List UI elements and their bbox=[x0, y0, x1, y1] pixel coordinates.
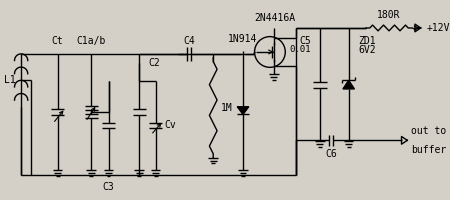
Polygon shape bbox=[237, 107, 249, 114]
Text: C2: C2 bbox=[148, 58, 160, 68]
Text: C5: C5 bbox=[299, 36, 311, 46]
Text: out to: out to bbox=[411, 126, 446, 136]
Text: 0.01: 0.01 bbox=[290, 45, 311, 54]
Text: C3: C3 bbox=[103, 182, 114, 192]
Text: +12V: +12V bbox=[427, 23, 450, 33]
Text: C6: C6 bbox=[325, 149, 337, 159]
Text: buffer: buffer bbox=[411, 145, 446, 155]
Text: ZD1: ZD1 bbox=[358, 36, 376, 46]
Text: 2N4416A: 2N4416A bbox=[254, 13, 295, 23]
Polygon shape bbox=[343, 80, 355, 89]
Text: Ct: Ct bbox=[52, 36, 63, 46]
Text: 1N914: 1N914 bbox=[228, 34, 258, 44]
Text: Cv: Cv bbox=[164, 120, 176, 130]
Text: 180R: 180R bbox=[377, 10, 401, 20]
Text: 6V2: 6V2 bbox=[358, 45, 376, 55]
Text: C4: C4 bbox=[183, 36, 195, 46]
Text: C1a/b: C1a/b bbox=[76, 36, 106, 46]
Text: 1M: 1M bbox=[221, 103, 233, 113]
Text: L1: L1 bbox=[4, 75, 15, 85]
